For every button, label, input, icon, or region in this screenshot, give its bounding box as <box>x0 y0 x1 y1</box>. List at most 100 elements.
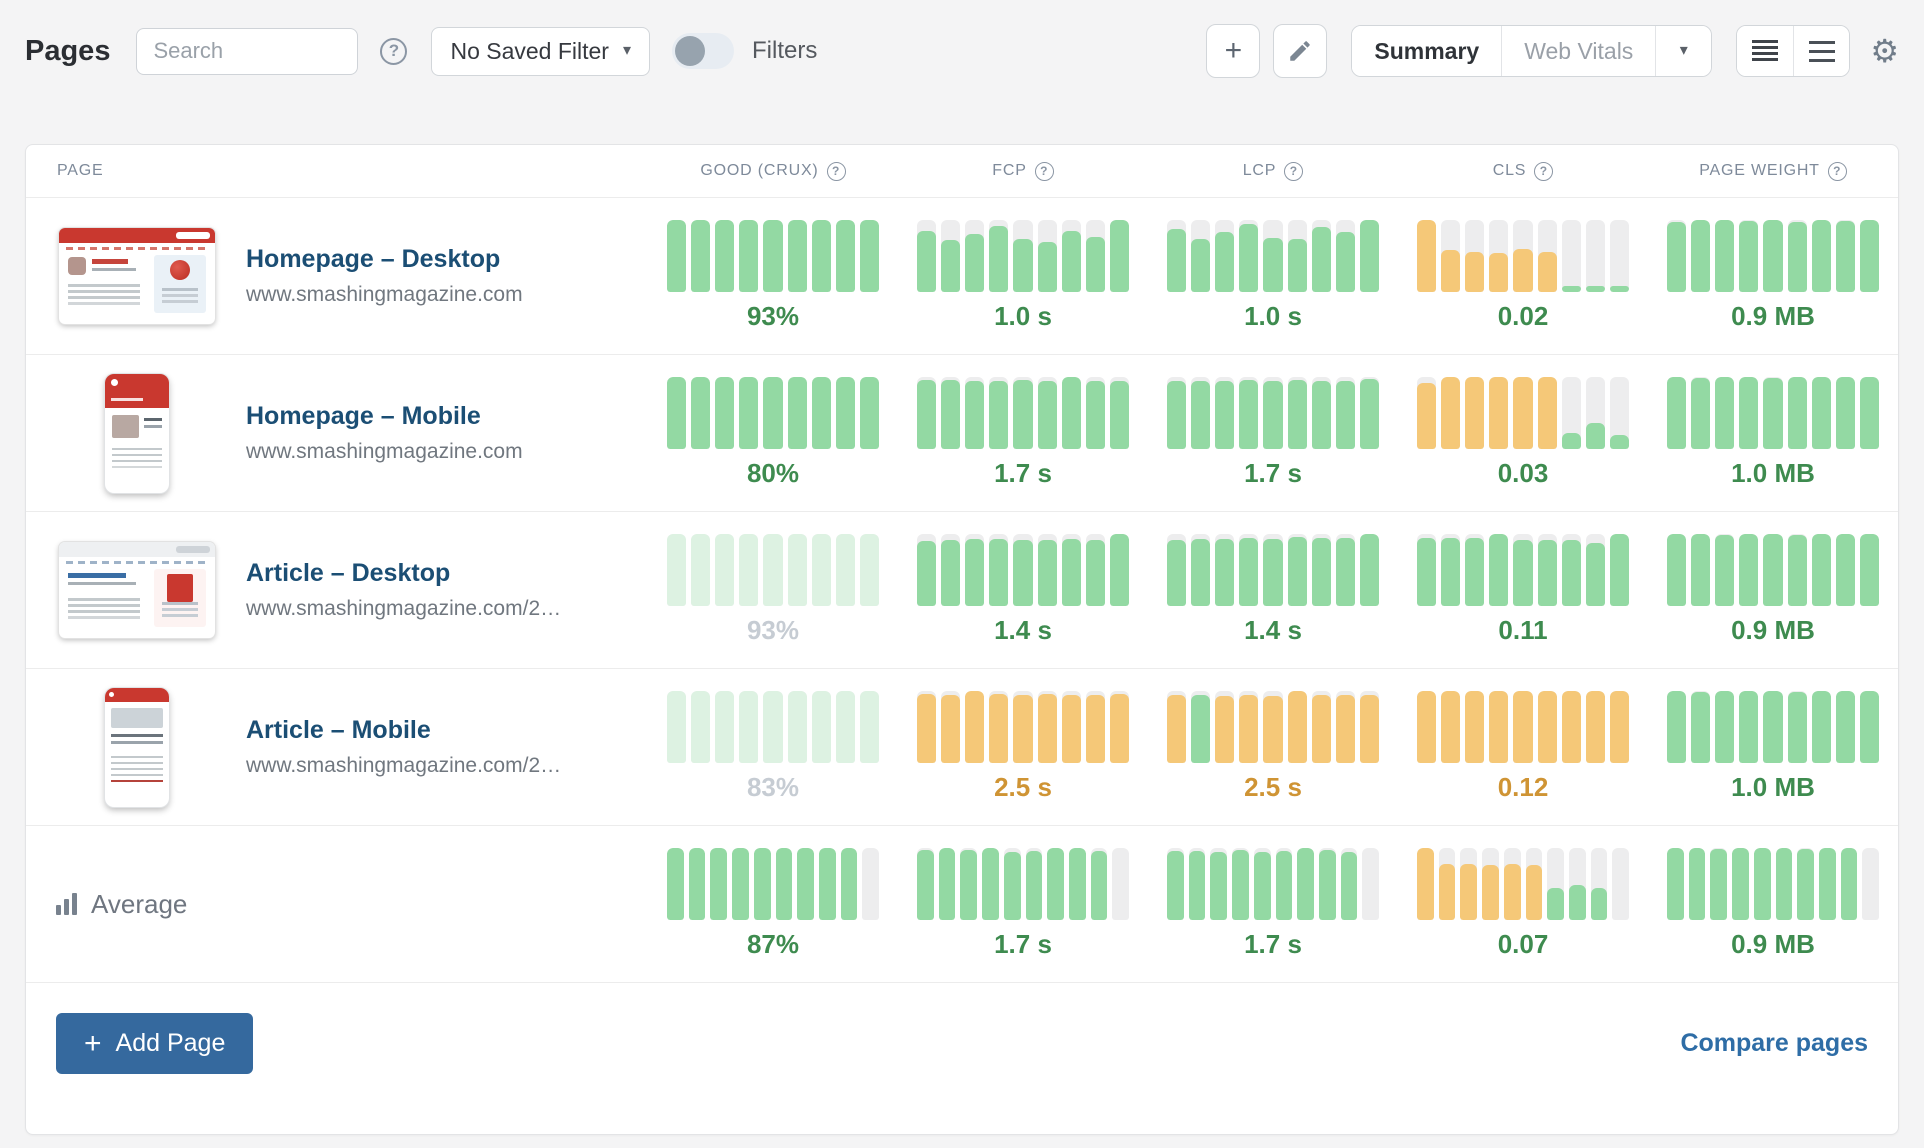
sparkline-chart <box>1167 534 1379 606</box>
sparkline-chart <box>1167 220 1379 292</box>
page-thumbnail[interactable] <box>59 228 215 324</box>
plus-icon: + <box>84 1029 102 1059</box>
page-url: www.smashingmagazine.com <box>246 283 523 307</box>
metric-value: 2.5 s <box>994 772 1052 803</box>
page-link[interactable]: Article – Desktop <box>246 559 561 588</box>
page-thumbnail[interactable] <box>105 688 169 807</box>
metric-cell-lcp: 2.5 s <box>1148 691 1398 803</box>
sparkline-chart <box>1167 848 1379 920</box>
sparkline-chart <box>917 534 1129 606</box>
sparkline-chart <box>1667 377 1879 449</box>
metric-cell-cls: 0.12 <box>1398 691 1648 803</box>
thumbnail-box <box>56 228 218 324</box>
metric-cell-lcp: 1.7 s <box>1148 848 1398 960</box>
add-page-button[interactable]: + Add Page <box>56 1013 253 1074</box>
page-thumbnail[interactable] <box>105 374 169 493</box>
metric-value: 1.7 s <box>994 458 1052 489</box>
sparkline-chart <box>667 534 879 606</box>
metric-cell-fcp: 1.0 s <box>898 220 1148 332</box>
metric-cell-good: 93% <box>648 220 898 332</box>
help-icon[interactable]: ? <box>1035 162 1054 181</box>
chevron-down-icon: ▾ <box>623 43 631 59</box>
chevron-down-icon: ▾ <box>1680 43 1688 59</box>
page-cell: Article – Desktop www.smashingmagazine.c… <box>26 542 648 638</box>
sparkline-chart <box>667 848 879 920</box>
column-header-label: CLS <box>1493 162 1527 180</box>
metric-value: 83% <box>747 772 799 803</box>
help-icon[interactable]: ? <box>1828 162 1847 181</box>
metric-cell-cls: 0.07 <box>1398 848 1648 960</box>
metric-cell-page-weight: 0.9 MB <box>1648 534 1898 646</box>
average-label: Average <box>91 889 187 920</box>
metric-value: 87% <box>747 929 799 960</box>
thumbnail-box <box>56 542 218 638</box>
search-input[interactable] <box>136 28 358 75</box>
compare-pages-link[interactable]: Compare pages <box>1680 1029 1868 1058</box>
page-link[interactable]: Homepage – Mobile <box>246 402 523 431</box>
table-row: Article – Mobile www.smashingmagazine.co… <box>26 669 1898 826</box>
metric-cell-page-weight: 0.9 MB <box>1648 848 1898 960</box>
metric-cell-good: 93% <box>648 534 898 646</box>
metric-cell-cls: 0.02 <box>1398 220 1648 332</box>
page-cell: Article – Mobile www.smashingmagazine.co… <box>26 688 648 807</box>
list-dense-icon <box>1752 40 1778 63</box>
pages-table-card: PAGE GOOD (CRUX) ? FCP ? LCP ? CLS ? PAG… <box>25 144 1899 1135</box>
sparkline-chart <box>667 220 879 292</box>
page-cell: Homepage – Desktop www.smashingmagazine.… <box>26 228 648 324</box>
metric-cell-lcp: 1.4 s <box>1148 534 1398 646</box>
gear-icon: ⚙︎ <box>1870 33 1899 69</box>
sparkline-chart <box>917 691 1129 763</box>
dense-view-button[interactable] <box>1737 26 1793 76</box>
column-header-label: FCP <box>992 162 1026 180</box>
help-icon[interactable]: ? <box>1284 162 1303 181</box>
density-switcher <box>1736 25 1850 77</box>
metric-cell-fcp: 2.5 s <box>898 691 1148 803</box>
page-title: Pages <box>25 35 110 68</box>
add-button[interactable]: + <box>1206 24 1260 78</box>
tab-summary[interactable]: Summary <box>1352 26 1501 76</box>
column-header-page: PAGE <box>26 162 648 180</box>
thumbnail-box <box>56 374 218 493</box>
help-icon[interactable]: ? <box>380 38 407 65</box>
metric-value: 80% <box>747 458 799 489</box>
table-row: Article – Desktop www.smashingmagazine.c… <box>26 512 1898 669</box>
column-header-cls: CLS ? <box>1398 162 1648 181</box>
filters-toggle[interactable] <box>672 33 734 69</box>
metric-value: 1.4 s <box>1244 615 1302 646</box>
table-row: Homepage – Desktop www.smashingmagazine.… <box>26 198 1898 355</box>
tabs-caret-button[interactable]: ▾ <box>1655 26 1711 76</box>
metric-value: 1.0 MB <box>1731 458 1815 489</box>
metric-value: 0.02 <box>1498 301 1549 332</box>
metric-cell-lcp: 1.0 s <box>1148 220 1398 332</box>
help-icon[interactable]: ? <box>1534 162 1553 181</box>
saved-filter-label: No Saved Filter <box>450 38 609 65</box>
page-text: Article – Desktop www.smashingmagazine.c… <box>246 559 561 621</box>
page-link[interactable]: Homepage – Desktop <box>246 245 523 274</box>
average-label-wrap: Average <box>56 889 187 920</box>
column-header-label: GOOD (CRUX) <box>700 162 818 180</box>
settings-button[interactable]: ⚙︎ <box>1870 32 1899 70</box>
help-icon[interactable]: ? <box>827 162 846 181</box>
metric-value: 93% <box>747 301 799 332</box>
saved-filter-dropdown[interactable]: No Saved Filter ▾ <box>431 27 650 76</box>
metric-cell-good: 83% <box>648 691 898 803</box>
sparkline-chart <box>1667 691 1879 763</box>
comfortable-view-button[interactable] <box>1793 26 1849 76</box>
sparkline-chart <box>917 848 1129 920</box>
page-thumbnail[interactable] <box>59 542 215 638</box>
sparkline-chart <box>1417 377 1629 449</box>
edit-button[interactable] <box>1273 24 1327 78</box>
page-text: Article – Mobile www.smashingmagazine.co… <box>246 716 561 778</box>
metric-value: 0.07 <box>1498 929 1549 960</box>
list-icon <box>1809 41 1835 62</box>
metric-cell-good: 80% <box>648 377 898 489</box>
tab-web-vitals[interactable]: Web Vitals <box>1501 26 1655 76</box>
metric-cell-cls: 0.03 <box>1398 377 1648 489</box>
sparkline-chart <box>1667 534 1879 606</box>
page-link[interactable]: Article – Mobile <box>246 716 561 745</box>
metric-value: 2.5 s <box>1244 772 1302 803</box>
metric-cell-fcp: 1.7 s <box>898 377 1148 489</box>
metric-value: 0.11 <box>1498 615 1547 646</box>
plus-icon: + <box>1225 34 1243 68</box>
metric-value: 0.12 <box>1498 772 1549 803</box>
